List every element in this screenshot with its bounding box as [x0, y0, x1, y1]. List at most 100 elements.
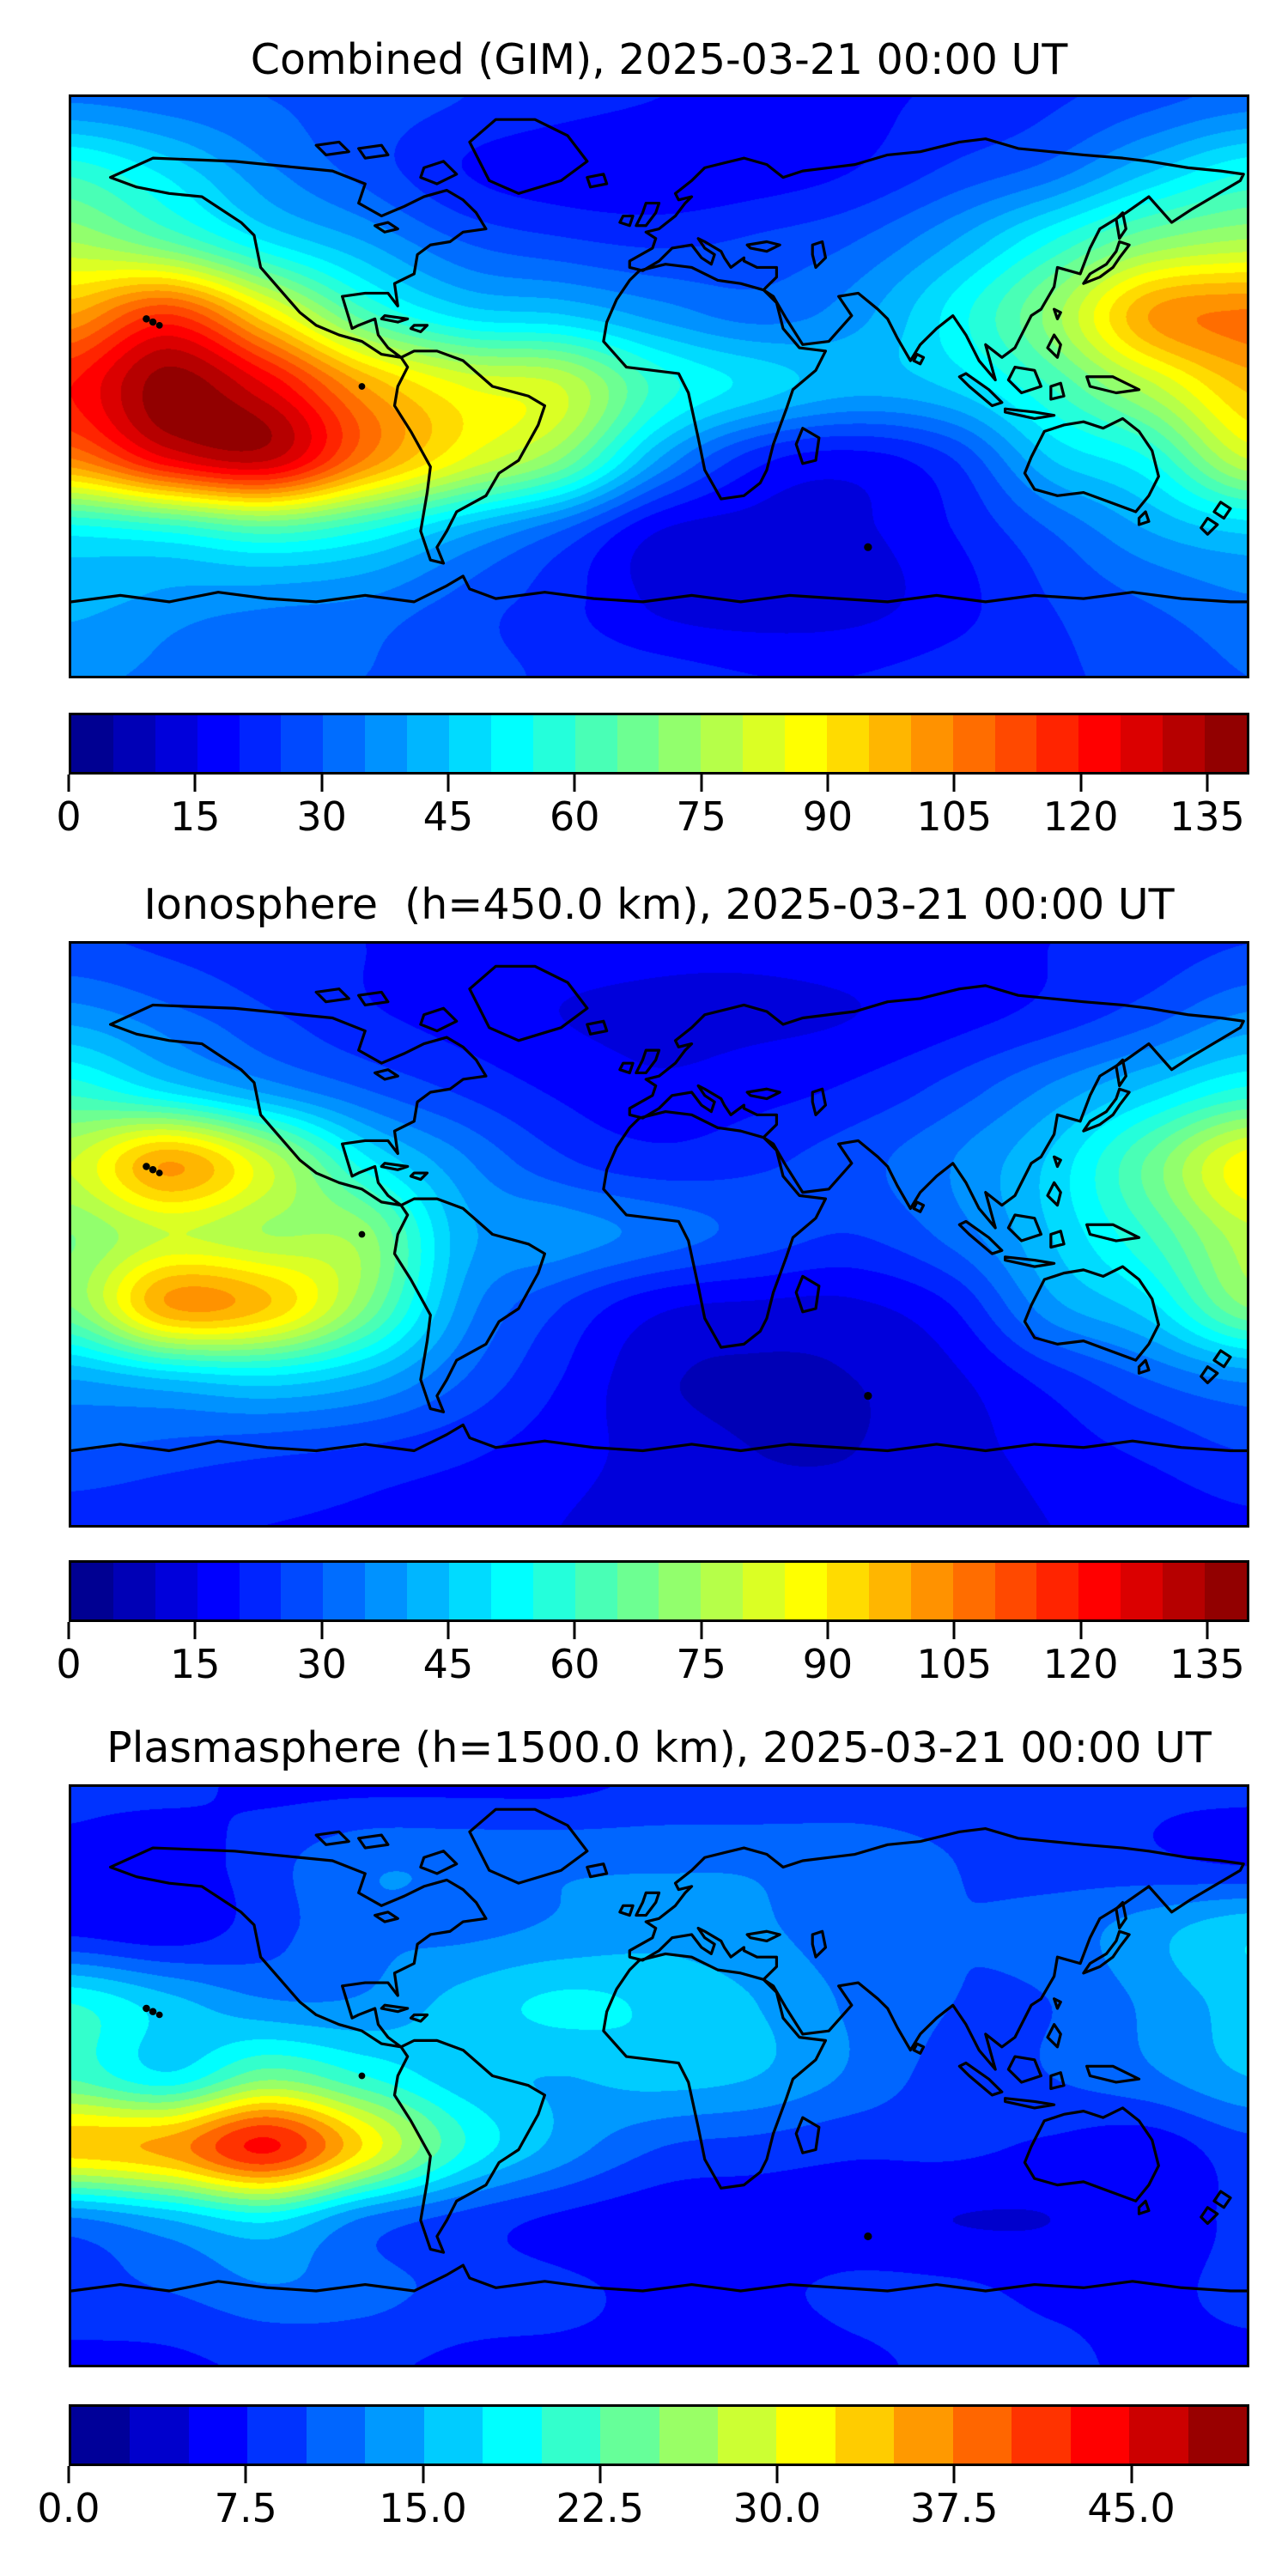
colorbar-tick [952, 1622, 956, 1639]
colorbar-segment [894, 2407, 953, 2464]
colorbar-segment [952, 715, 995, 772]
colorbar-tick-label: 45.0 [1087, 2485, 1176, 2531]
colorbar-segment [994, 715, 1037, 772]
colorbar-tick [244, 2466, 247, 2483]
colorbar-segment [574, 715, 617, 772]
colorbar-tick-label: 60 [550, 1641, 600, 1687]
colorbar-tick-label: 135 [1169, 793, 1245, 840]
colorbar-segment [239, 1563, 282, 1619]
colorbar-tick-label: 22.5 [556, 2485, 644, 2531]
colorbar-segment [323, 1563, 366, 1619]
colorbar-segment [994, 1563, 1037, 1619]
colorbar-segment [490, 715, 533, 772]
coastlines-overlay [71, 964, 1247, 1453]
colorbar-segment [490, 1563, 533, 1619]
colorbar-segment [827, 1563, 869, 1619]
colorbar-segment [1129, 2407, 1188, 2464]
colorbar-segment [188, 2407, 248, 2464]
colorbar-segment [155, 1563, 197, 1619]
colorbar-segment [130, 2407, 189, 2464]
colorbar-segment [71, 1563, 113, 1619]
colorbar-segment [281, 715, 324, 772]
panel-title-ionosphere: Ionosphere (h=450.0 km), 2025-03-21 00:0… [143, 880, 1175, 929]
colorbar-segment [306, 2407, 366, 2464]
colorbar-segment [71, 2407, 131, 2464]
colorbar-segment [112, 715, 155, 772]
colorbar-segment [1036, 1563, 1079, 1619]
colorbar-segment [239, 715, 282, 772]
colorbar-tick [193, 775, 197, 792]
colorbar-segment [717, 2407, 777, 2464]
colorbar-tick [1079, 1622, 1083, 1639]
colorbar-tick [320, 775, 324, 792]
colorbar-tick-label: 15 [170, 1641, 221, 1687]
colorbar-tick-label: 90 [802, 793, 854, 840]
colorbar-segment [701, 715, 744, 772]
colorbar-segment [659, 2407, 718, 2464]
colorbar-segment [1205, 715, 1247, 772]
colorbar-tick-label: 60 [550, 793, 600, 840]
colorbar-segment [868, 715, 911, 772]
colorbar-segment [365, 1563, 408, 1619]
colorbar-plasmasphere [69, 2404, 1249, 2466]
colorbar-tick [193, 1622, 197, 1639]
colorbar-segment [1205, 1563, 1247, 1619]
colorbar-tick [700, 1622, 703, 1639]
colorbar-segment [617, 1563, 659, 1619]
colorbar-segment [1121, 715, 1163, 772]
panel-title-combined: Combined (GIM), 2025-03-21 00:00 UT [250, 35, 1068, 84]
colorbar-tick [422, 2466, 424, 2483]
colorbar-segment [952, 1563, 995, 1619]
colorbar-segment [952, 2407, 1012, 2464]
colorbar-tick-label: 30.0 [732, 2485, 822, 2531]
colorbar-tick [598, 2466, 602, 2483]
colorbar-tick [67, 1622, 70, 1639]
colorbar-tick [320, 1622, 324, 1639]
coastlines-overlay [71, 118, 1247, 604]
colorbar-tick-label: 37.5 [910, 2485, 999, 2531]
colorbar-segment [600, 2407, 659, 2464]
colorbar-segment [423, 2407, 483, 2464]
colorbar-ticks-plasmasphere: 0.0 7.5 15.0 22.5 30.0 37.5 45.0 [37, 2466, 1249, 2548]
colorbar-segment [532, 715, 575, 772]
panel-title-plasmasphere: Plasmasphere (h=1500.0 km), 2025-03-21 0… [106, 1723, 1212, 1772]
colorbar-tick [67, 775, 70, 792]
colorbar-segment [617, 715, 659, 772]
colorbar-tick [700, 775, 703, 792]
panel-plasmasphere-map [69, 1784, 1249, 2367]
colorbar-segment [701, 1563, 744, 1619]
colorbar-segment [785, 715, 828, 772]
colorbar-tick [67, 2466, 70, 2483]
colorbar-segment [1188, 2407, 1248, 2464]
colorbar-tick [826, 775, 829, 792]
colorbar-tick-label: 120 [1042, 793, 1119, 840]
colorbar-tick [1079, 775, 1083, 792]
panel-ionosphere-map [69, 941, 1249, 1528]
colorbar-segment [281, 1563, 324, 1619]
colorbar-tick-label: 30 [296, 793, 347, 840]
colorbar-segment [197, 715, 240, 772]
colorbar-tick [1206, 775, 1209, 792]
colorbar-segment [1012, 2407, 1071, 2464]
colorbar-tick [952, 2466, 956, 2483]
colorbar-segment [1070, 2407, 1130, 2464]
colorbar-tick-label: 135 [1169, 1641, 1245, 1687]
colorbar-segment [910, 715, 953, 772]
colorbar-segment [407, 1563, 450, 1619]
colorbar-tick [447, 775, 450, 792]
colorbar-tick-label: 120 [1042, 1641, 1119, 1687]
colorbar-segment [323, 715, 366, 772]
colorbar-segment [532, 1563, 575, 1619]
colorbar-segment [71, 715, 113, 772]
colorbar-segment [743, 715, 786, 772]
colorbar-segment [827, 715, 869, 772]
colorbar-segment [1121, 1563, 1163, 1619]
colorbar-tick-label: 0 [56, 1641, 82, 1687]
colorbar-segment [365, 715, 408, 772]
colorbar-tick-label: 15 [170, 793, 221, 840]
colorbar-tick [1130, 2466, 1133, 2483]
colorbar-segment [910, 1563, 953, 1619]
colorbar-segment [743, 1563, 786, 1619]
colorbar-tick-label: 7.5 [214, 2485, 277, 2531]
colorbar-tick-label: 45 [422, 1641, 474, 1687]
